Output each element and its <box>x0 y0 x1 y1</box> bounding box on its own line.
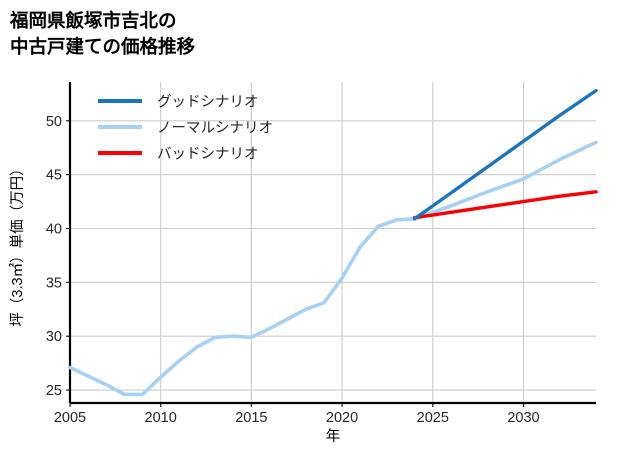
x-tick-label: 2015 <box>235 410 267 426</box>
x-tick-label: 2005 <box>54 410 86 426</box>
x-tick-label: 2030 <box>507 410 539 426</box>
legend-label-bad: バッドシナリオ <box>157 147 259 163</box>
y-tick-label: 25 <box>46 383 62 399</box>
series-line-グッドシナリオ <box>412 88 598 221</box>
axis-spines <box>68 82 596 405</box>
legend-label-normal: ノーマルシナリオ <box>157 121 273 137</box>
chart-title: 福岡県飯塚市吉北の 中古戸建ての価格推移 <box>10 10 196 57</box>
y-axis-title: 坪（3.3㎡）単価（万円） <box>9 161 26 326</box>
x-tick-label: 2010 <box>145 410 177 426</box>
x-tick-label: 2025 <box>417 410 449 426</box>
y-tick-label: 45 <box>46 168 62 184</box>
grid-lines <box>69 82 596 403</box>
y-tick-label: 50 <box>46 114 62 130</box>
series-line-バッドシナリオ <box>412 190 598 220</box>
series-line-ノーマルシナリオ <box>68 140 598 397</box>
y-tick-labels: 25 30 35 40 45 50 <box>46 114 62 399</box>
y-tick-label: 40 <box>46 221 62 237</box>
legend-label-good: グッドシナリオ <box>157 94 259 111</box>
x-axis-title: 年 <box>326 428 341 445</box>
x-tick-label: 2020 <box>326 410 358 426</box>
x-tick-labels: 2005 2010 2015 2020 2025 2030 <box>54 410 540 426</box>
data-series <box>68 88 598 397</box>
y-tick-label: 35 <box>46 275 62 291</box>
y-tick-label: 30 <box>46 329 62 345</box>
